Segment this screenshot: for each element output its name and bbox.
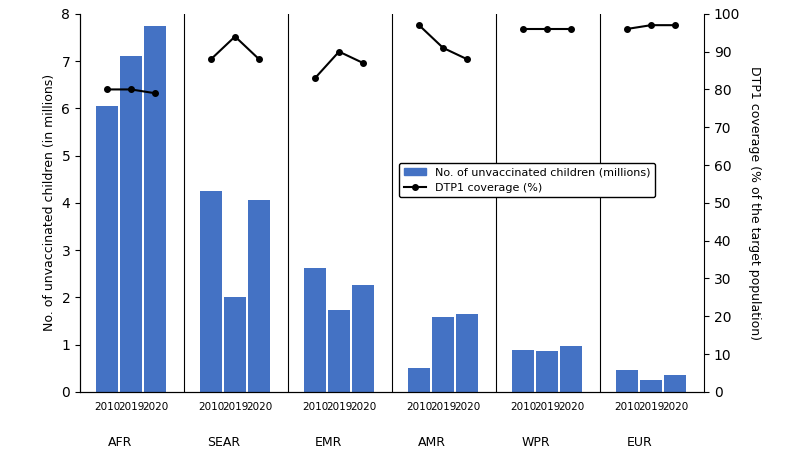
Bar <box>640 379 662 392</box>
Bar <box>616 370 638 392</box>
Bar <box>120 56 142 392</box>
Text: AMR: AMR <box>418 436 446 449</box>
Bar <box>536 351 558 392</box>
Bar <box>144 26 166 392</box>
Bar <box>248 201 270 392</box>
Text: SEAR: SEAR <box>207 436 241 449</box>
Bar <box>224 297 246 392</box>
Bar <box>304 268 326 392</box>
Bar <box>352 284 374 392</box>
Text: EUR: EUR <box>627 436 653 449</box>
Y-axis label: DTP1 coverage (% of the target population): DTP1 coverage (% of the target populatio… <box>748 66 761 340</box>
Bar <box>96 106 118 392</box>
Bar <box>408 368 430 392</box>
Text: EMR: EMR <box>314 436 342 449</box>
Y-axis label: No. of unvaccinated children (in millions): No. of unvaccinated children (in million… <box>43 74 56 331</box>
Text: AFR: AFR <box>108 436 132 449</box>
Legend: No. of unvaccinated children (millions), DTP1 coverage (%): No. of unvaccinated children (millions),… <box>399 163 654 197</box>
Bar <box>560 346 582 392</box>
Text: WPR: WPR <box>522 436 550 449</box>
Bar <box>456 314 478 392</box>
Bar <box>328 310 350 392</box>
Bar <box>664 375 686 392</box>
Bar <box>200 191 222 392</box>
Bar <box>512 350 534 392</box>
Bar <box>432 317 454 392</box>
